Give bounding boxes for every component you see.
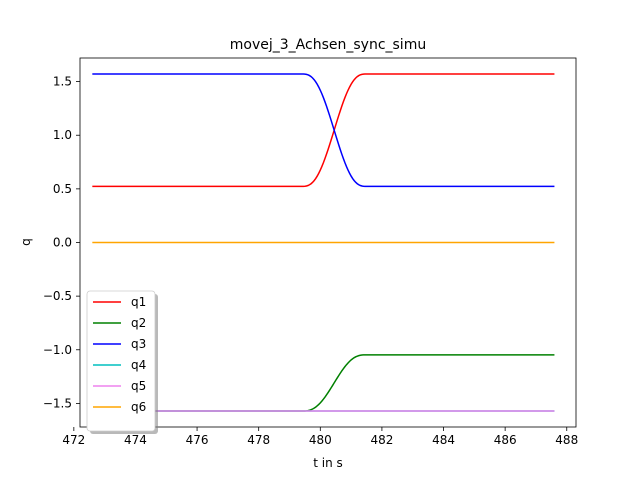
x-tick-label: 474 (124, 433, 147, 447)
y-tick-label: 0.5 (53, 182, 72, 196)
y-axis-label: q (19, 238, 33, 246)
y-tick-label: −0.5 (43, 289, 72, 303)
x-tick-label: 484 (432, 433, 455, 447)
x-axis-label: t in s (313, 456, 343, 470)
x-tick-label: 480 (309, 433, 332, 447)
x-tick-label: 486 (494, 433, 517, 447)
y-tick-label: 1.5 (53, 75, 72, 89)
y-tick-label: −1.5 (43, 396, 72, 410)
series-line-q1 (92, 73, 555, 188)
legend-label-q5: q5 (131, 379, 146, 393)
x-tick-label: 476 (186, 433, 209, 447)
legend-box (86, 290, 156, 432)
legend-label-q6: q6 (131, 400, 146, 414)
x-tick-label: 478 (247, 433, 270, 447)
series-line-q3 (92, 73, 555, 188)
chart-title: movej_3_Achsen_sync_simu (230, 37, 426, 53)
axes: 472 474 476 478 480 482 484 486 488 1.5 1.0 0.5 0.0 −… (43, 57, 578, 447)
plot-area (80, 58, 576, 427)
y-tick-label: 0.0 (53, 236, 72, 250)
legend: q1 q2 q3 q4 q5 q6 (86, 290, 158, 434)
x-tick-label: 472 (62, 433, 85, 447)
legend-label-q3: q3 (131, 337, 146, 351)
legend-label-q1: q1 (131, 295, 146, 309)
x-tick-label: 482 (370, 433, 393, 447)
legend-label-q4: q4 (131, 358, 146, 372)
x-tick-label: 488 (555, 433, 578, 447)
legend-label-q2: q2 (131, 316, 146, 330)
y-tick-label: 1.0 (53, 128, 72, 142)
y-tick-label: −1.0 (43, 343, 72, 357)
